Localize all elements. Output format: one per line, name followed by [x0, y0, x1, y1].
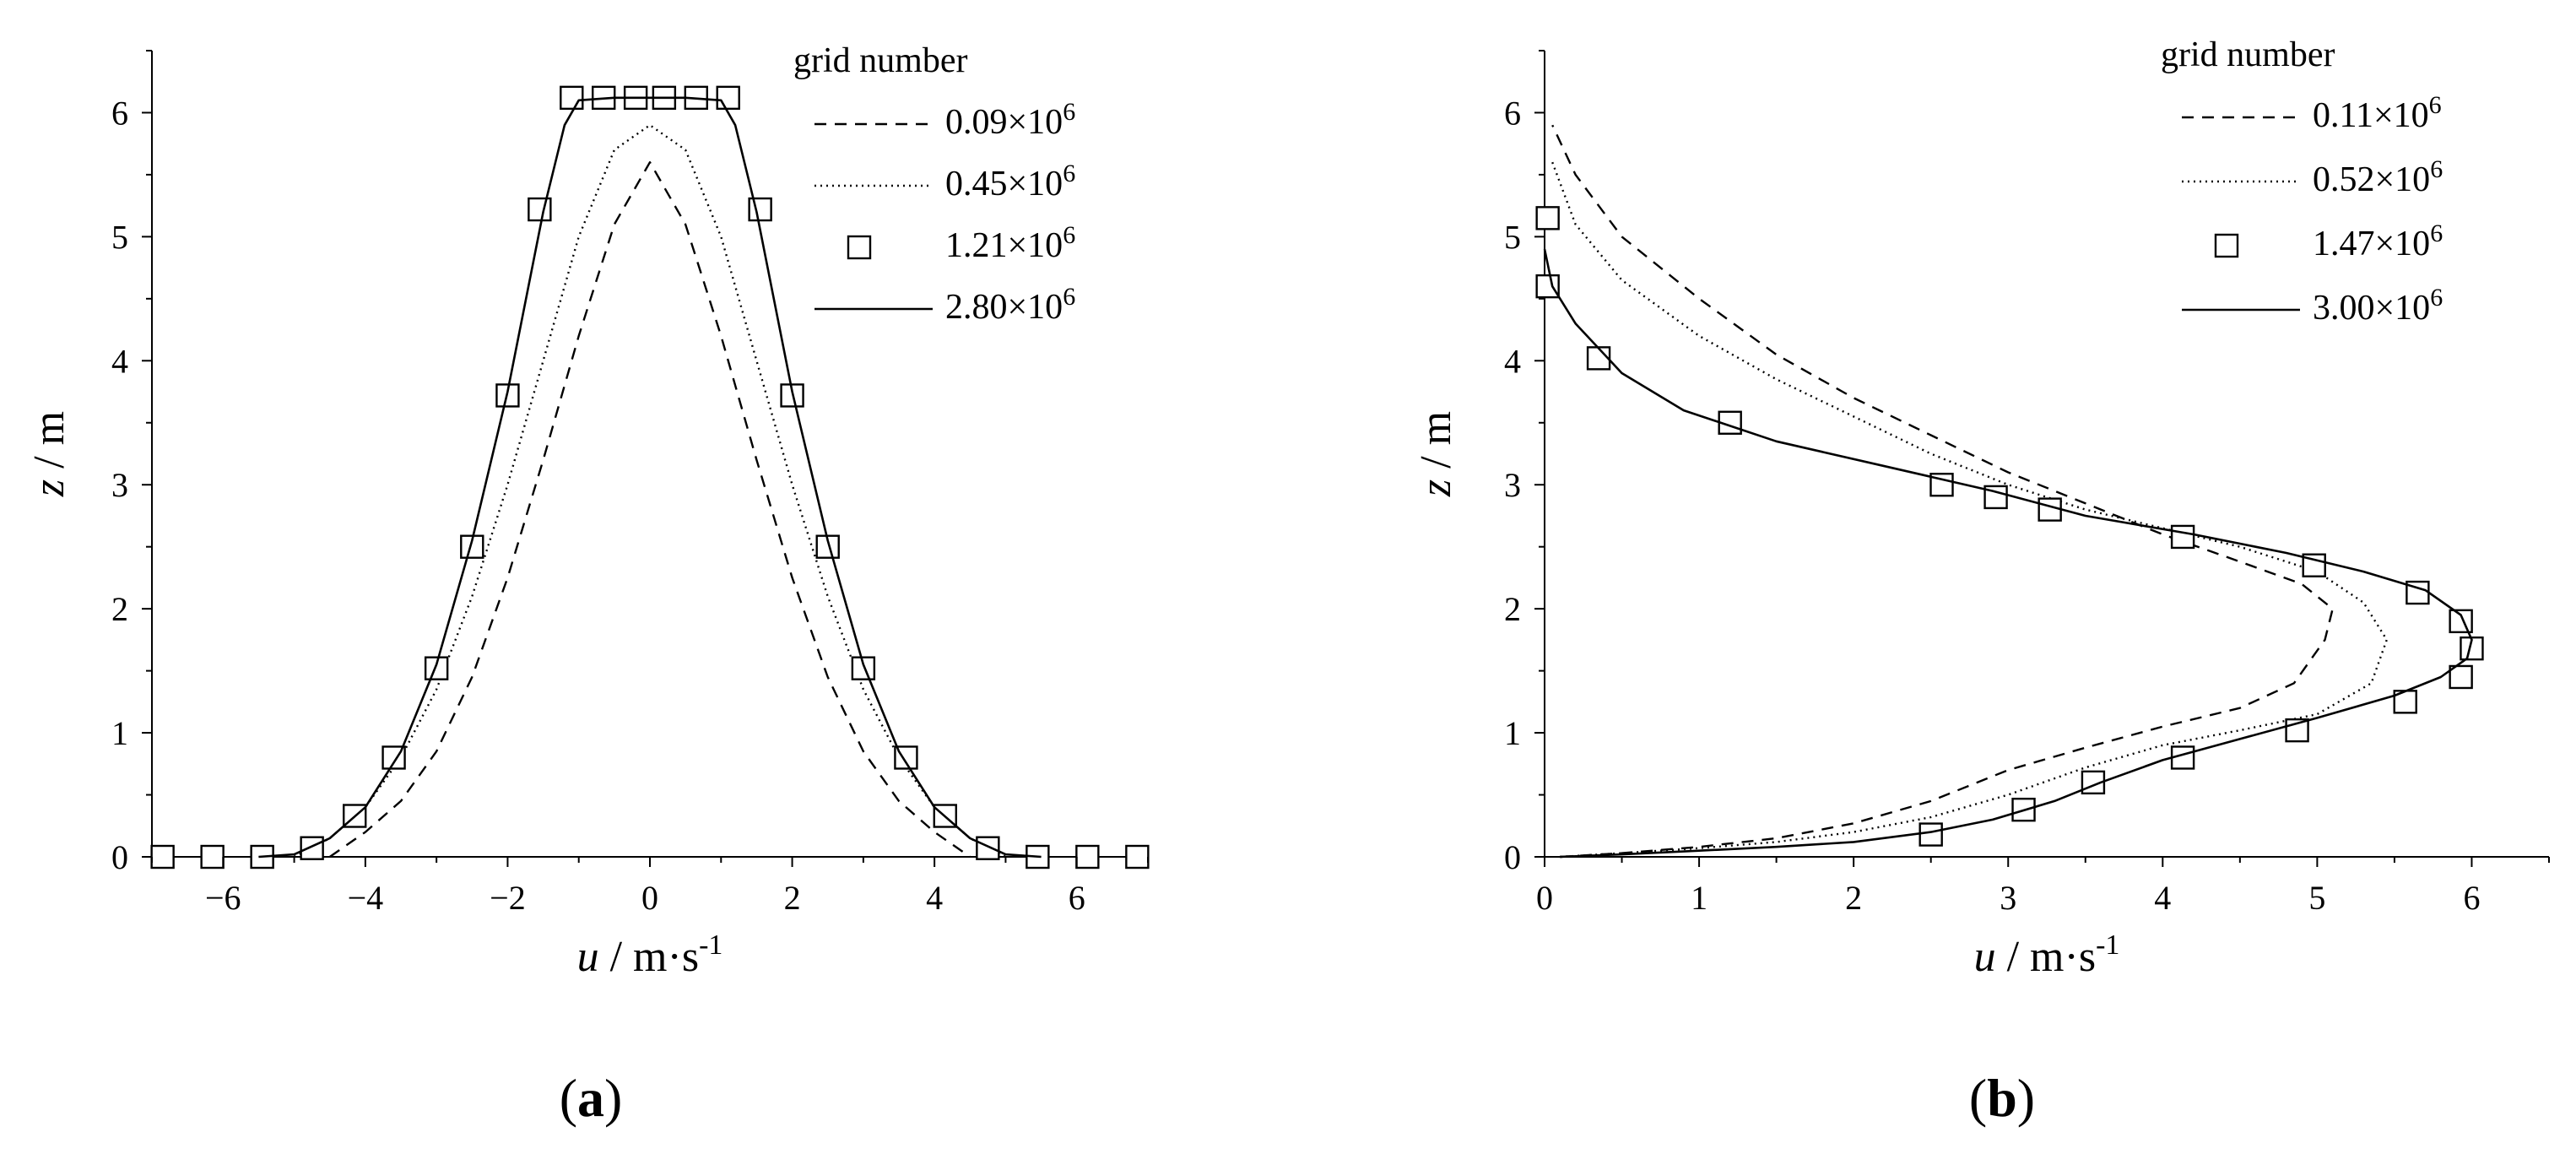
- panel-b-series-3-marker: [1535, 274, 1560, 299]
- panel-b-series-3-legend-label: 1.47×106: [2313, 219, 2443, 263]
- panel-b-y-tick-label: 6: [1504, 94, 1521, 132]
- panel-b-series-3-marker: [2449, 609, 2473, 634]
- panel-a-y-axis-label: z / m: [25, 411, 73, 497]
- panel-a-series-3-marker: [528, 197, 552, 222]
- panel-b-series-3-marker: [2449, 664, 2473, 690]
- panel-a-x-tick-label: −6: [205, 879, 241, 917]
- panel-a-series-4-legend-label: 2.80×106: [945, 283, 1075, 327]
- panel-b-x-tick-label: 0: [1536, 879, 1553, 917]
- panel-b-y-tick-label: 2: [1504, 590, 1521, 628]
- panel-a-series-3-marker: [560, 85, 584, 111]
- panel-b-ticks: 0 1 2 3 4 5 6 0 1 2 3 4 5 6: [1504, 50, 2550, 917]
- panel-a-x-axis-label: u / m·s-1: [577, 929, 723, 981]
- panel-a-axis-labels: z / m u / m·s-1: [25, 411, 722, 981]
- panel-a-series-3-marker: [716, 85, 740, 111]
- panel-b-x-tick-label: 2: [1845, 879, 1862, 917]
- panel-b-series-3-marker: [1983, 485, 2008, 510]
- panel-b-y-tick-label: 5: [1504, 218, 1521, 256]
- panel-b-legend: grid number 0.11×106 0.52×106 1.47×106 3.00…: [2161, 35, 2443, 328]
- panel-b-x-tick-label: 5: [2308, 879, 2325, 917]
- panel-b-series-4-line: [1543, 248, 2473, 859]
- panel-a-x-tick-label: 4: [926, 879, 943, 917]
- panel-a-y-tick-label: 0: [111, 838, 128, 876]
- panel-b-series-4-legend-label: 3.00×106: [2313, 284, 2443, 328]
- panel-b-y-tick-label: 3: [1504, 466, 1521, 504]
- panel-a-legend: grid number 0.09×106 0.45×106 1.21×106 2.80…: [793, 41, 1075, 327]
- panel-a-y-tick-label: 5: [111, 218, 128, 256]
- panel-a-x-tick-label: 2: [784, 879, 801, 917]
- panel-a-series-3-marker: [200, 844, 225, 870]
- panel-a-x-tick-label: −2: [490, 879, 526, 917]
- panel-a-series-3-marker: [684, 85, 708, 111]
- panel-a-series-3-marker: [748, 197, 772, 222]
- panel-b-y-tick-label: 0: [1504, 838, 1521, 876]
- panel-b-series-2-legend-label: 0.52×106: [2313, 155, 2443, 199]
- panel-b-series-3-marker: [2285, 718, 2309, 743]
- panel-a-x-tick-label: 0: [641, 879, 658, 917]
- panel-a-series: [150, 85, 1150, 870]
- panel-b-series-3-marker: [2170, 524, 2195, 550]
- panel-a-series-3-marker: [300, 836, 324, 860]
- panel-b-y-tick-label: 4: [1504, 342, 1521, 380]
- panel-b-caption: (b): [1969, 1068, 2035, 1128]
- panel-a-series-3-marker: [976, 836, 1000, 860]
- panel-a-y-tick-label: 4: [111, 342, 128, 380]
- panel-a-x-tick-label: −4: [348, 879, 384, 917]
- panel-b-y-axis-label: z / m: [1412, 411, 1460, 497]
- panel-b-axes: [1544, 51, 2549, 858]
- panel-b-series-3-marker: [1718, 410, 1742, 435]
- panel-a-series-3-marker: [1125, 844, 1150, 870]
- panel-b: 0 1 2 3 4 5 6 0 1 2 3 4 5 6 grid number 0.11×106 0.52×…: [1412, 35, 2550, 1128]
- panel-b-series-3-marker: [1586, 346, 1611, 371]
- panel-a: −6 −4 −2 0 2 4 6 0 1 2 3 4 5 6 grid number 0.09×106 0.…: [25, 41, 1150, 1128]
- panel-b-x-axis-label: u / m·s-1: [1974, 929, 2120, 981]
- panel-b-series-1-legend-label: 0.11×106: [2313, 91, 2442, 135]
- panel-a-y-tick-label: 3: [111, 466, 128, 504]
- panel-b-series: [1535, 124, 2484, 859]
- panel-b-axis-labels: z / m u / m·s-1: [1412, 411, 2119, 981]
- panel-a-x-tick-label: 6: [1069, 879, 1085, 917]
- panel-a-series-3-legend-label: 1.21×106: [945, 221, 1075, 265]
- panel-b-y-tick-label: 1: [1504, 714, 1521, 752]
- panel-a-series-3-marker: [150, 844, 175, 870]
- panel-a-caption: (a): [560, 1068, 623, 1128]
- panel-a-y-tick-label: 6: [111, 94, 128, 132]
- panel-a-series-1-line: [329, 161, 971, 858]
- panel-b-x-tick-label: 6: [2463, 879, 2480, 917]
- panel-a-series-2-legend-label: 0.45×106: [945, 160, 1075, 203]
- panel-b-series-3-marker: [1918, 822, 1943, 847]
- panel-b-x-tick-label: 4: [2154, 879, 2171, 917]
- panel-a-legend-title: grid number: [793, 41, 967, 80]
- panel-b-series-3-legend-swatch: [2214, 233, 2239, 258]
- panel-b-x-tick-label: 3: [2000, 879, 2016, 917]
- panel-a-series-4-line: [258, 96, 1042, 859]
- panel-b-series-3-marker: [2038, 497, 2062, 522]
- panel-a-series-1-legend-label: 0.09×106: [945, 98, 1075, 142]
- panel-a-series-3-marker: [851, 656, 876, 680]
- panel-a-y-tick-label: 2: [111, 590, 128, 628]
- panel-a-y-tick-label: 1: [111, 714, 128, 752]
- panel-a-series-3-marker: [1075, 844, 1100, 870]
- panel-a-series-3-legend-swatch: [847, 235, 872, 260]
- panel-b-series-2-line: [1551, 161, 2388, 859]
- panel-b-x-tick-label: 1: [1691, 879, 1707, 917]
- panel-b-series-3-marker: [1535, 206, 1560, 230]
- panel-b-legend-title: grid number: [2161, 35, 2335, 74]
- panel-a-ticks: −6 −4 −2 0 2 4 6 0 1 2 3 4 5 6: [111, 50, 1149, 917]
